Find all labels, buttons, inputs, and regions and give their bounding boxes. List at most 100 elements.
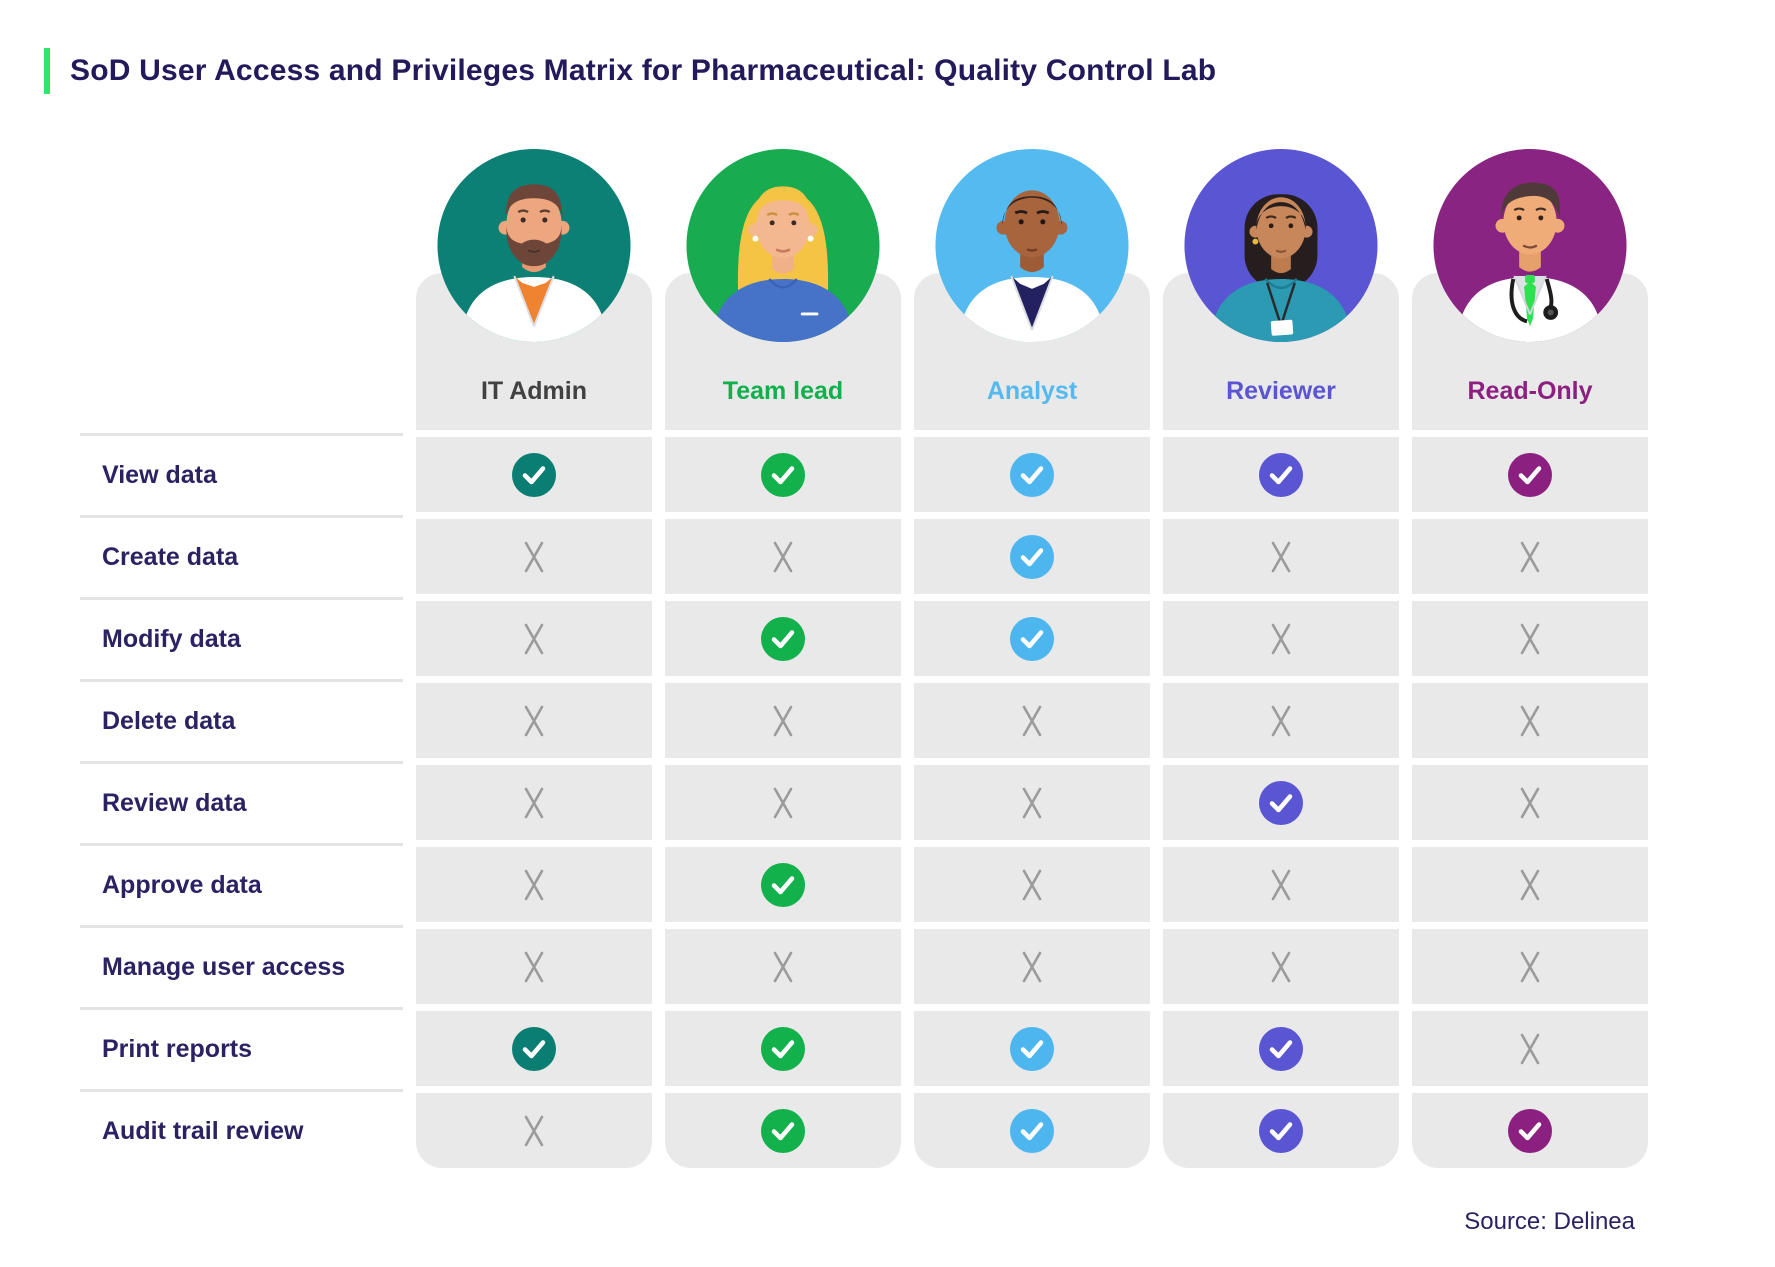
role-header-read-only: Read-Only [1412, 148, 1648, 430]
check-icon [761, 452, 805, 497]
permission-label: Manage user access [102, 953, 346, 981]
x-icon [1271, 541, 1291, 572]
role-label: Read-Only [1467, 377, 1593, 405]
reviewer-avatar-illustration [1184, 148, 1378, 343]
access-cell-audit-trail-review-it-admin [416, 1093, 652, 1168]
x-icon [524, 623, 544, 654]
check-icon [1010, 1108, 1054, 1153]
read-only-avatar-illustration [1433, 148, 1627, 343]
check-icon [1010, 534, 1054, 579]
x-icon [1520, 951, 1540, 982]
role-label: Team lead [722, 377, 844, 405]
x-icon [524, 541, 544, 572]
role-column-it-admin: IT Admin [416, 148, 652, 1171]
access-cell-audit-trail-review-team-lead [665, 1093, 901, 1168]
team-lead-avatar [685, 147, 882, 344]
x-icon [773, 951, 793, 982]
access-cell-approve-data-it-admin [416, 847, 652, 922]
role-column-reviewer: Reviewer [1163, 148, 1399, 1171]
x-icon [1520, 787, 1540, 818]
permission-row-create-data: Create data [80, 515, 403, 597]
access-cell-audit-trail-review-analyst [914, 1093, 1150, 1168]
x-icon [524, 787, 544, 818]
check-icon [1010, 452, 1054, 497]
check-icon [1259, 780, 1303, 825]
access-cell-delete-data-it-admin [416, 683, 652, 758]
analyst-avatar-illustration [935, 148, 1129, 343]
access-cell-approve-data-reviewer [1163, 847, 1399, 922]
title-block: SoD User Access and Privileges Matrix fo… [44, 48, 1216, 94]
access-cell-delete-data-team-lead [665, 683, 901, 758]
role-column-team-lead: Team lead [665, 148, 901, 1171]
access-cell-manage-user-access-reviewer [1163, 929, 1399, 1004]
privileges-matrix: View data Create data Modify data Delete da… [80, 148, 1648, 1171]
read-only-avatar [1432, 147, 1629, 344]
check-icon [761, 1026, 805, 1071]
access-cell-modify-data-it-admin [416, 601, 652, 676]
role-label: IT Admin [480, 377, 587, 405]
x-icon [1520, 1033, 1540, 1064]
permission-label: Review data [102, 789, 247, 817]
x-icon [1271, 869, 1291, 900]
check-icon [1508, 452, 1552, 497]
permission-label: Modify data [102, 625, 241, 653]
access-cell-manage-user-access-team-lead [665, 929, 901, 1004]
x-icon [1022, 787, 1042, 818]
access-cell-review-data-it-admin [416, 765, 652, 840]
role-column-analyst: Analyst [914, 148, 1150, 1171]
access-cell-print-reports-analyst [914, 1011, 1150, 1086]
x-icon [773, 787, 793, 818]
access-cell-manage-user-access-read-only [1412, 929, 1648, 1004]
x-icon [1271, 951, 1291, 982]
x-icon [1520, 869, 1540, 900]
x-icon [1520, 541, 1540, 572]
check-icon [761, 616, 805, 661]
access-cell-print-reports-it-admin [416, 1011, 652, 1086]
access-cell-print-reports-read-only [1412, 1011, 1648, 1086]
permission-label: View data [102, 461, 217, 489]
source-attribution: Source: Delinea [1464, 1208, 1635, 1235]
x-icon [524, 951, 544, 982]
access-cell-approve-data-team-lead [665, 847, 901, 922]
permission-labels-column: View data Create data Modify data Delete da… [80, 273, 403, 1171]
check-icon [512, 1026, 556, 1071]
access-cell-create-data-read-only [1412, 519, 1648, 594]
access-cell-create-data-team-lead [665, 519, 901, 594]
access-cell-modify-data-analyst [914, 601, 1150, 676]
access-cell-modify-data-team-lead [665, 601, 901, 676]
access-cell-manage-user-access-it-admin [416, 929, 652, 1004]
permission-row-review-data: Review data [80, 761, 403, 843]
access-cell-view-data-analyst [914, 437, 1150, 512]
check-icon [761, 862, 805, 907]
check-icon [1010, 616, 1054, 661]
access-cell-view-data-it-admin [416, 437, 652, 512]
permission-label: Audit trail review [102, 1117, 304, 1145]
x-icon [1271, 623, 1291, 654]
permission-row-view-data: View data [80, 433, 403, 515]
x-icon [524, 705, 544, 736]
labels-column-spacer [80, 273, 403, 433]
access-cell-view-data-read-only [1412, 437, 1648, 512]
access-cell-modify-data-reviewer [1163, 601, 1399, 676]
permission-row-print-reports: Print reports [80, 1007, 403, 1089]
check-icon [1010, 1026, 1054, 1071]
access-cell-view-data-reviewer [1163, 437, 1399, 512]
role-column-read-only: Read-Only [1412, 148, 1648, 1171]
analyst-avatar [934, 147, 1131, 344]
permission-row-modify-data: Modify data [80, 597, 403, 679]
permission-row-delete-data: Delete data [80, 679, 403, 761]
access-cell-delete-data-read-only [1412, 683, 1648, 758]
role-label: Reviewer [1226, 377, 1336, 405]
team-lead-avatar-illustration [686, 148, 880, 343]
access-cell-create-data-reviewer [1163, 519, 1399, 594]
access-cell-approve-data-read-only [1412, 847, 1648, 922]
x-icon [773, 541, 793, 572]
x-icon [1022, 951, 1042, 982]
role-header-team-lead: Team lead [665, 148, 901, 430]
check-icon [1259, 452, 1303, 497]
access-cell-audit-trail-review-reviewer [1163, 1093, 1399, 1168]
access-cell-review-data-reviewer [1163, 765, 1399, 840]
access-cell-print-reports-team-lead [665, 1011, 901, 1086]
access-cell-create-data-it-admin [416, 519, 652, 594]
x-icon [1022, 705, 1042, 736]
